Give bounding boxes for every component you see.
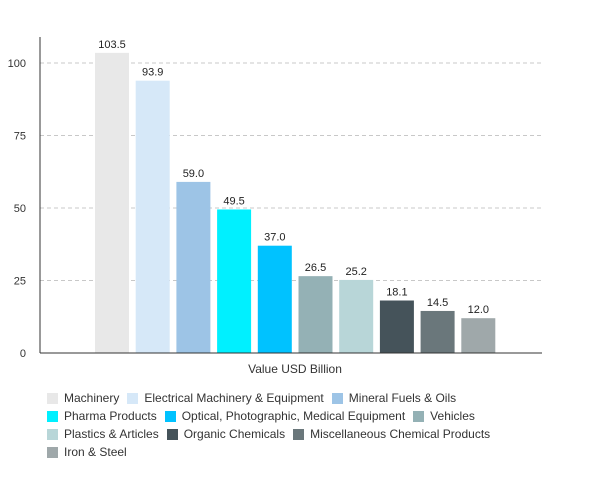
data-label: 49.5 <box>223 195 244 207</box>
bar <box>135 80 170 353</box>
bar <box>217 209 252 353</box>
legend-swatch <box>164 410 176 422</box>
data-label: 12.0 <box>468 304 489 316</box>
legend-item: Optical, Photographic, Medical Equipment <box>164 407 406 425</box>
bar <box>461 318 496 353</box>
legend-item: Vehicles <box>413 407 475 425</box>
legend-item: Mineral Fuels & Oils <box>331 389 457 407</box>
legend-swatch <box>331 392 343 404</box>
legend-item: Machinery <box>47 389 119 407</box>
legend-swatch <box>127 392 139 404</box>
legend-item: Organic Chemicals <box>166 425 286 443</box>
legend-swatch <box>293 428 305 440</box>
bar <box>379 300 414 353</box>
y-tick-label: 25 <box>14 276 26 288</box>
data-label: 14.5 <box>427 297 448 309</box>
bars <box>95 52 496 353</box>
legend-label: Electrical Machinery & Equipment <box>144 391 324 405</box>
legend-swatch <box>413 410 425 422</box>
legend-label: Plastics & Articles <box>64 427 159 441</box>
legend-swatch <box>47 410 58 422</box>
data-label: 25.2 <box>345 266 366 278</box>
legend-item: Miscellaneous Chemical Products <box>293 425 490 443</box>
data-label: 18.1 <box>386 287 407 299</box>
data-label: 59.0 <box>183 168 204 180</box>
legend-label: Organic Chemicals <box>183 427 286 441</box>
data-label: 93.9 <box>142 67 163 79</box>
legend-label: Miscellaneous Chemical Products <box>310 427 491 441</box>
bar <box>339 279 374 353</box>
legend-swatch <box>47 446 58 458</box>
bar <box>95 52 129 353</box>
legend-label: Machinery <box>64 391 120 405</box>
legend-item: Plastics & Articles <box>47 425 159 443</box>
legend-swatch <box>47 428 58 440</box>
legend-item: Iron & Steel <box>47 443 127 461</box>
data-labels: 103.5 93.9 59.0 49.5 37.0 26.5 25.2 18.1 14.5 12.… <box>98 39 489 316</box>
legend-swatch <box>47 392 58 404</box>
legend-item: Pharma Products <box>47 407 157 425</box>
x-axis-title: Value USD Billion <box>248 362 342 376</box>
legend-label: Vehicles <box>430 409 475 423</box>
y-axis-ticks: 0 25 50 75 100 <box>8 58 26 360</box>
y-tick-label: 50 <box>14 203 26 215</box>
legend-item: Electrical Machinery & Equipment <box>127 389 324 407</box>
y-tick-label: 75 <box>14 131 26 143</box>
legend-label: Pharma Products <box>64 409 157 423</box>
bar <box>257 245 292 353</box>
legend-label: Optical, Photographic, Medical Equipment <box>181 409 406 423</box>
legend-label: Mineral Fuels & Oils <box>348 391 457 405</box>
legend: Machinery Electrical Machinery & Equipmen… <box>47 389 577 461</box>
data-label: 103.5 <box>98 39 126 51</box>
bar <box>176 181 211 353</box>
legend-swatch <box>166 428 178 440</box>
legend-label: Iron & Steel <box>64 445 127 459</box>
data-label: 26.5 <box>305 262 326 274</box>
y-tick-label: 0 <box>20 348 26 360</box>
y-tick-label: 100 <box>8 58 26 70</box>
bar <box>420 310 455 353</box>
data-label: 37.0 <box>264 232 285 244</box>
bar <box>298 276 333 353</box>
bar-chart: 0 25 50 75 100 103.5 93.9 59.0 49.5 37.0 26.5 25.2… <box>8 37 542 376</box>
